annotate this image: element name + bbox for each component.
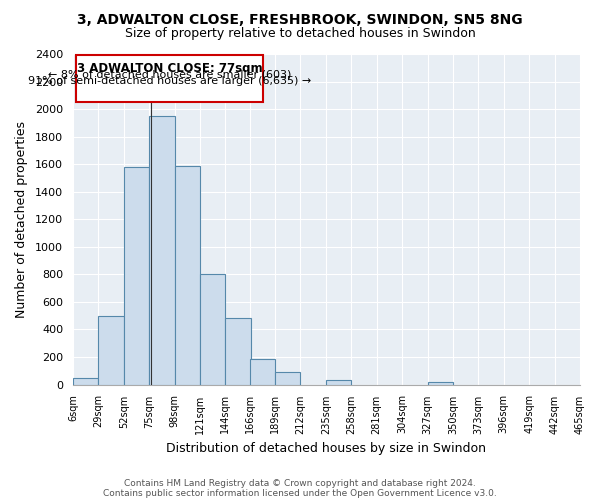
Bar <box>73 378 98 384</box>
Text: Size of property relative to detached houses in Swindon: Size of property relative to detached ho… <box>125 28 475 40</box>
Text: 3 ADWALTON CLOSE: 77sqm: 3 ADWALTON CLOSE: 77sqm <box>77 62 262 76</box>
Text: 3, ADWALTON CLOSE, FRESHBROOK, SWINDON, SN5 8NG: 3, ADWALTON CLOSE, FRESHBROOK, SWINDON, … <box>77 12 523 26</box>
Bar <box>149 116 175 384</box>
Bar <box>326 380 352 384</box>
Bar <box>200 274 226 384</box>
Text: Contains HM Land Registry data © Crown copyright and database right 2024.: Contains HM Land Registry data © Crown c… <box>124 478 476 488</box>
Y-axis label: Number of detached properties: Number of detached properties <box>15 121 28 318</box>
Bar <box>275 372 301 384</box>
Bar <box>250 359 275 384</box>
Text: 91% of semi-detached houses are larger (6,635) →: 91% of semi-detached houses are larger (… <box>28 76 311 86</box>
X-axis label: Distribution of detached houses by size in Swindon: Distribution of detached houses by size … <box>166 442 487 455</box>
Bar <box>428 382 453 384</box>
FancyBboxPatch shape <box>76 56 263 102</box>
Bar <box>98 316 124 384</box>
Bar <box>226 318 251 384</box>
Text: ← 8% of detached houses are smaller (603): ← 8% of detached houses are smaller (603… <box>48 69 291 79</box>
Bar <box>175 166 200 384</box>
Text: Contains public sector information licensed under the Open Government Licence v3: Contains public sector information licen… <box>103 488 497 498</box>
Bar <box>124 167 149 384</box>
